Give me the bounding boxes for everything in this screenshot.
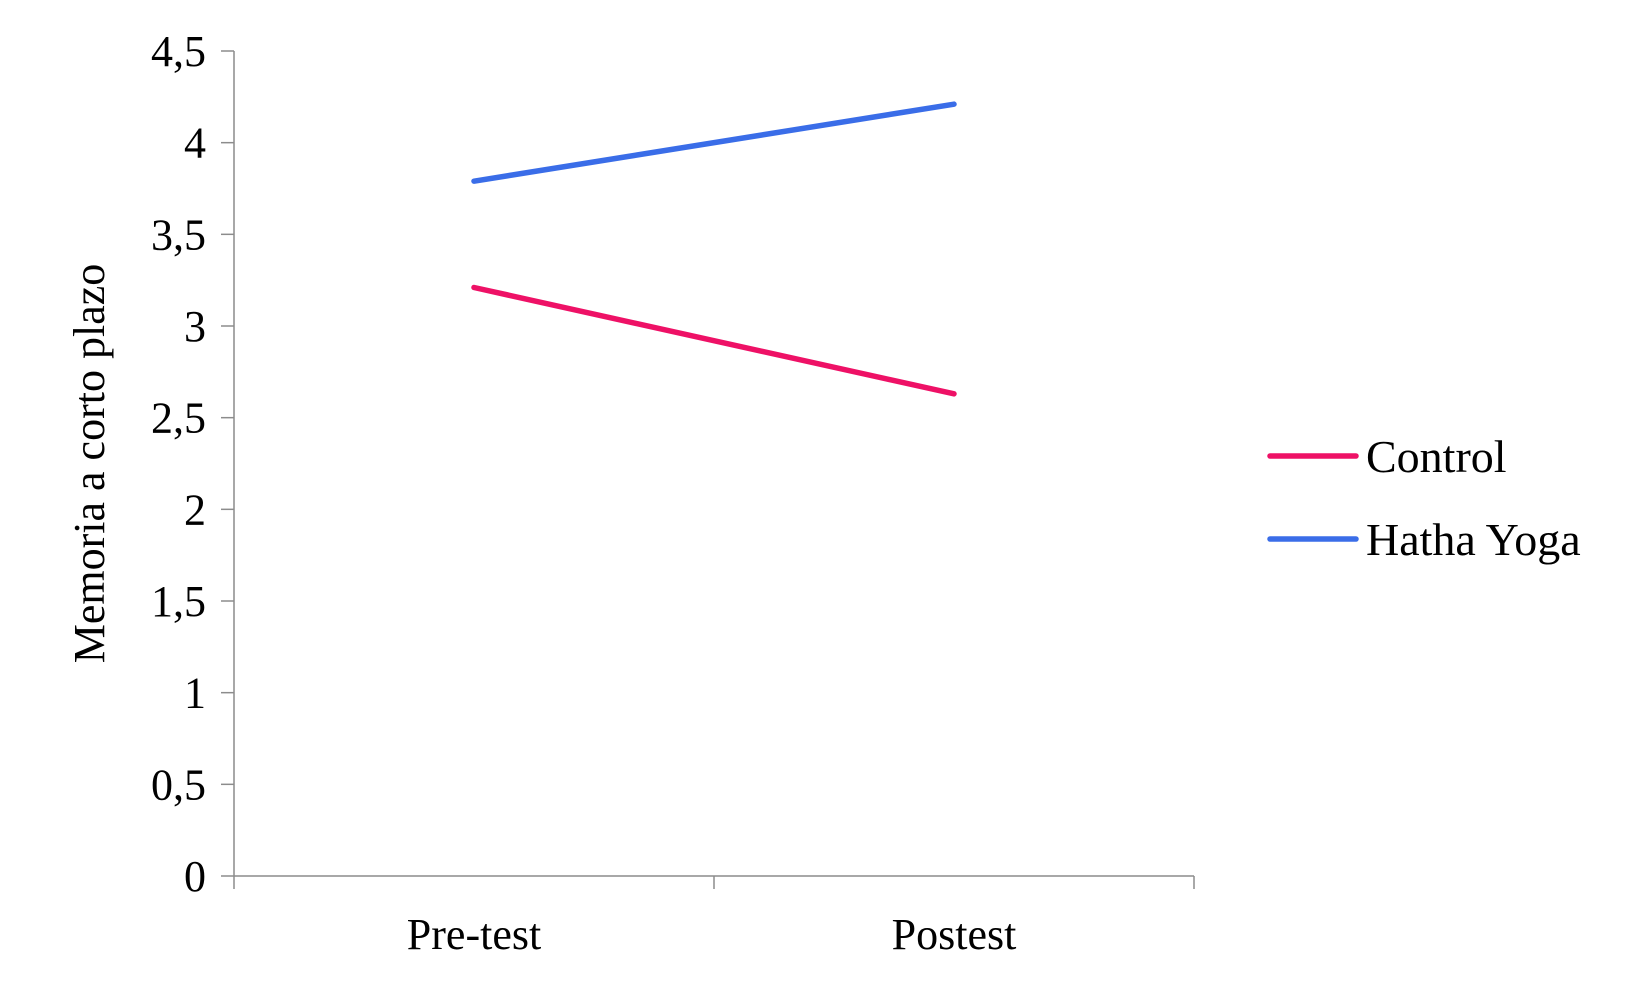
series-line-hatha-yoga xyxy=(471,101,957,184)
y-axis-title: Memoria a corto plazo xyxy=(65,264,114,664)
legend: Control Hatha Yoga xyxy=(1267,431,1581,565)
series-layer xyxy=(471,101,957,397)
y-axis-ticks: 0 0,5 1 1,5 2 2,5 3 3,5 4 4,5 xyxy=(151,27,234,901)
x-tick-label: Pre-test xyxy=(407,910,541,959)
y-tick-label: 4 xyxy=(184,119,206,168)
y-tick-label: 4,5 xyxy=(151,27,206,76)
legend-label: Hatha Yoga xyxy=(1366,514,1581,565)
y-tick-label: 0,5 xyxy=(151,760,206,809)
y-tick-label: 3 xyxy=(184,302,206,351)
y-tick-label: 3,5 xyxy=(151,210,206,259)
legend-label: Control xyxy=(1366,431,1507,482)
series-line-control xyxy=(471,284,957,397)
y-tick-label: 1,5 xyxy=(151,577,206,626)
x-tick-label: Postest xyxy=(892,910,1017,959)
y-tick-label: 2 xyxy=(184,485,206,534)
y-tick-label: 0 xyxy=(184,852,206,901)
x-axis-ticks: Pre-test Postest xyxy=(233,876,1195,959)
y-tick-label: 1 xyxy=(184,669,206,718)
y-tick-label: 2,5 xyxy=(151,394,206,443)
